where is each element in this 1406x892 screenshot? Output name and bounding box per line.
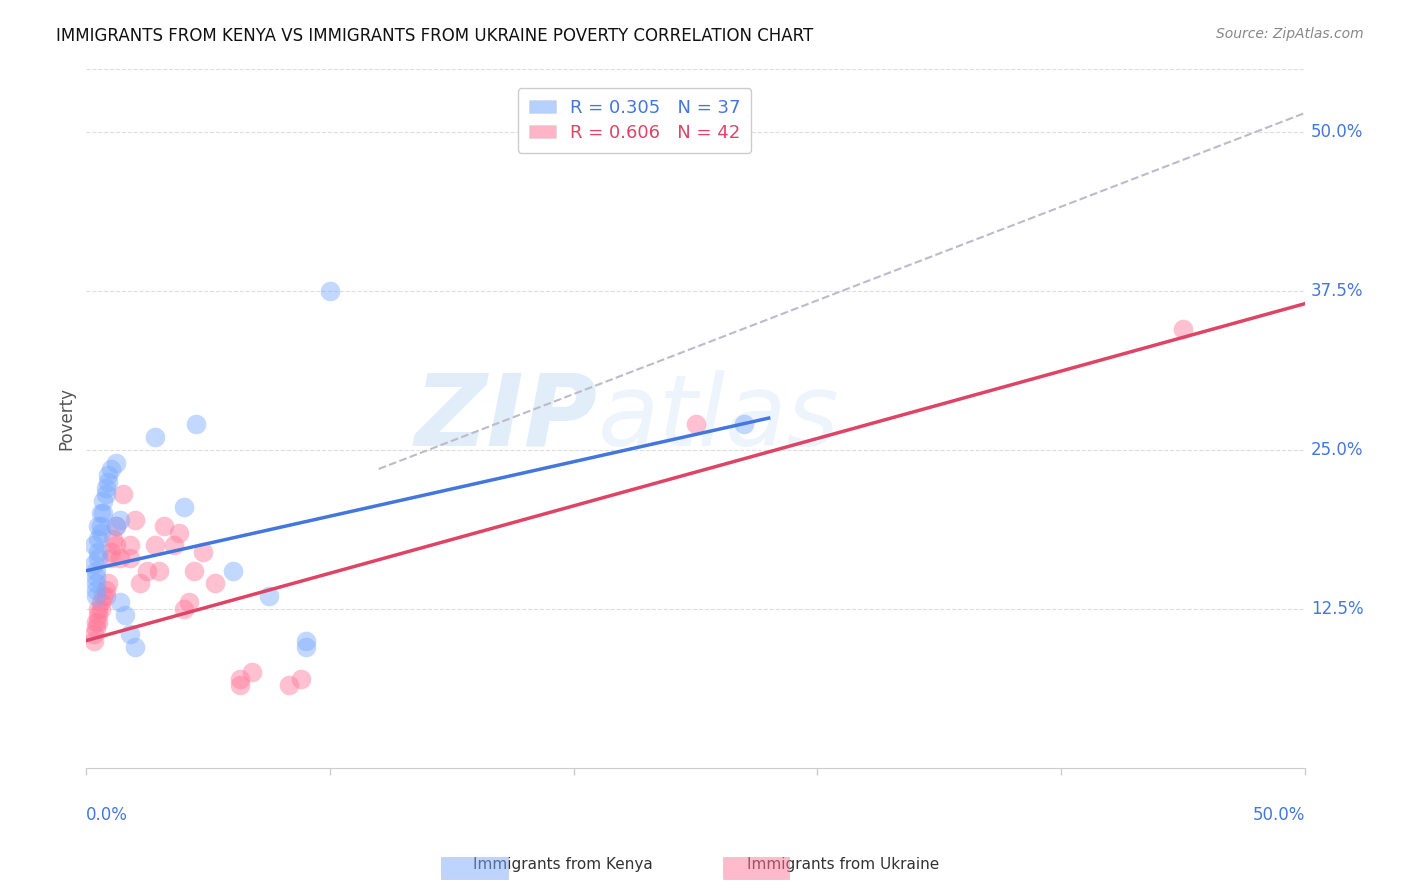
Point: [1171, 322, 1194, 336]
Point: [294, 640, 316, 654]
Point: [87, 551, 110, 566]
Point: [229, 672, 252, 686]
Point: [97, 576, 120, 591]
Point: [319, 284, 342, 298]
Point: [93, 507, 115, 521]
Point: [100, 544, 122, 558]
Point: [87, 532, 110, 546]
Text: Immigrants from Ukraine: Immigrants from Ukraine: [748, 857, 939, 872]
Point: [97, 475, 120, 489]
Point: [90, 525, 112, 540]
Point: [177, 595, 200, 609]
Point: [173, 602, 195, 616]
Point: [94, 481, 117, 495]
Point: [124, 513, 146, 527]
Point: [87, 544, 110, 558]
Point: [83, 558, 105, 572]
Y-axis label: Poverty: Poverty: [58, 386, 75, 450]
Point: [87, 615, 110, 629]
Point: [120, 627, 142, 641]
Point: [93, 589, 115, 603]
Point: [163, 538, 186, 552]
Point: [120, 551, 142, 566]
Point: [104, 519, 127, 533]
Point: [94, 487, 117, 501]
Point: [84, 576, 107, 591]
Point: [90, 507, 112, 521]
Point: [184, 417, 207, 432]
Point: [97, 468, 120, 483]
Point: [204, 576, 226, 591]
Text: 0.0%: 0.0%: [86, 806, 128, 824]
Point: [733, 417, 755, 432]
Point: [167, 525, 190, 540]
Point: [221, 564, 243, 578]
Text: atlas: atlas: [598, 369, 839, 467]
Point: [104, 519, 127, 533]
Point: [290, 672, 312, 686]
Point: [90, 602, 112, 616]
Text: Immigrants from Kenya: Immigrants from Kenya: [472, 857, 652, 872]
Point: [84, 564, 107, 578]
Point: [94, 589, 117, 603]
Point: [93, 493, 115, 508]
Point: [83, 538, 105, 552]
Point: [90, 595, 112, 609]
Point: [173, 500, 195, 514]
Point: [84, 589, 107, 603]
Point: [110, 513, 132, 527]
Point: [94, 582, 117, 597]
Point: [143, 430, 166, 444]
Text: Source: ZipAtlas.com: Source: ZipAtlas.com: [1216, 27, 1364, 41]
Point: [100, 551, 122, 566]
Point: [148, 564, 170, 578]
Point: [294, 633, 316, 648]
Point: [183, 564, 205, 578]
Point: [257, 589, 280, 603]
Point: [101, 532, 124, 546]
Point: [84, 621, 107, 635]
Point: [240, 665, 263, 680]
Point: [90, 519, 112, 533]
Point: [83, 627, 105, 641]
Point: [87, 608, 110, 623]
Point: [84, 615, 107, 629]
Point: [111, 487, 134, 501]
Text: 25.0%: 25.0%: [1310, 441, 1364, 458]
Point: [87, 602, 110, 616]
Point: [83, 633, 105, 648]
Point: [104, 538, 127, 552]
Point: [229, 678, 252, 692]
Point: [193, 544, 215, 558]
Point: [136, 564, 159, 578]
Text: 12.5%: 12.5%: [1310, 599, 1364, 618]
Text: ZIP: ZIP: [415, 369, 598, 467]
Point: [84, 582, 107, 597]
Point: [110, 551, 132, 566]
Text: IMMIGRANTS FROM KENYA VS IMMIGRANTS FROM UKRAINE POVERTY CORRELATION CHART: IMMIGRANTS FROM KENYA VS IMMIGRANTS FROM…: [56, 27, 814, 45]
Point: [120, 538, 142, 552]
Text: 50.0%: 50.0%: [1253, 806, 1305, 824]
Point: [153, 519, 176, 533]
Point: [129, 576, 152, 591]
Point: [124, 640, 146, 654]
Text: 37.5%: 37.5%: [1310, 282, 1364, 300]
Point: [277, 678, 299, 692]
Point: [114, 608, 136, 623]
Text: 50.0%: 50.0%: [1310, 123, 1364, 141]
Point: [84, 570, 107, 584]
Point: [110, 595, 132, 609]
Point: [143, 538, 166, 552]
Point: [87, 519, 110, 533]
Point: [685, 417, 707, 432]
Legend: R = 0.305   N = 37, R = 0.606   N = 42: R = 0.305 N = 37, R = 0.606 N = 42: [517, 88, 751, 153]
Point: [104, 456, 127, 470]
Point: [100, 462, 122, 476]
